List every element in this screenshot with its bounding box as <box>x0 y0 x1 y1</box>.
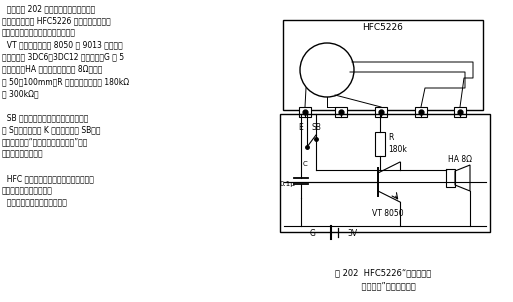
Text: 电路如图 202 所示。图中，图圈为黑胶
板很小，上标有 HFC5226 型号。以便用户识
别。黑胶引出的铜箔即为焊接引脚。
  VT 为晶体管，可用 8050: 电路如图 202 所示。图中，图圈为黑胶 板很小，上标有 HFC5226 型号。… <box>2 4 129 207</box>
Text: HA 8Ω: HA 8Ω <box>448 156 472 165</box>
Text: R: R <box>388 133 393 143</box>
Text: 0.1μ: 0.1μ <box>279 181 295 187</box>
Text: 180k: 180k <box>388 144 407 153</box>
Text: HFC5226: HFC5226 <box>363 24 403 33</box>
Text: E: E <box>299 124 303 133</box>
Text: G: G <box>310 229 316 237</box>
Bar <box>375 107 387 117</box>
Bar <box>299 107 311 117</box>
Bar <box>415 107 427 117</box>
Bar <box>375 132 385 156</box>
Text: C: C <box>303 161 307 167</box>
Bar <box>454 107 466 117</box>
Text: SB: SB <box>311 124 321 133</box>
Text: VT 8050: VT 8050 <box>372 210 404 219</box>
Bar <box>335 107 347 117</box>
Text: 3V: 3V <box>347 229 357 237</box>
Text: 图 202  HFC5226“有电危险，
    请勿靠近”语言集成电路: 图 202 HFC5226“有电危险， 请勿靠近”语言集成电路 <box>335 268 431 290</box>
Bar <box>446 169 455 187</box>
